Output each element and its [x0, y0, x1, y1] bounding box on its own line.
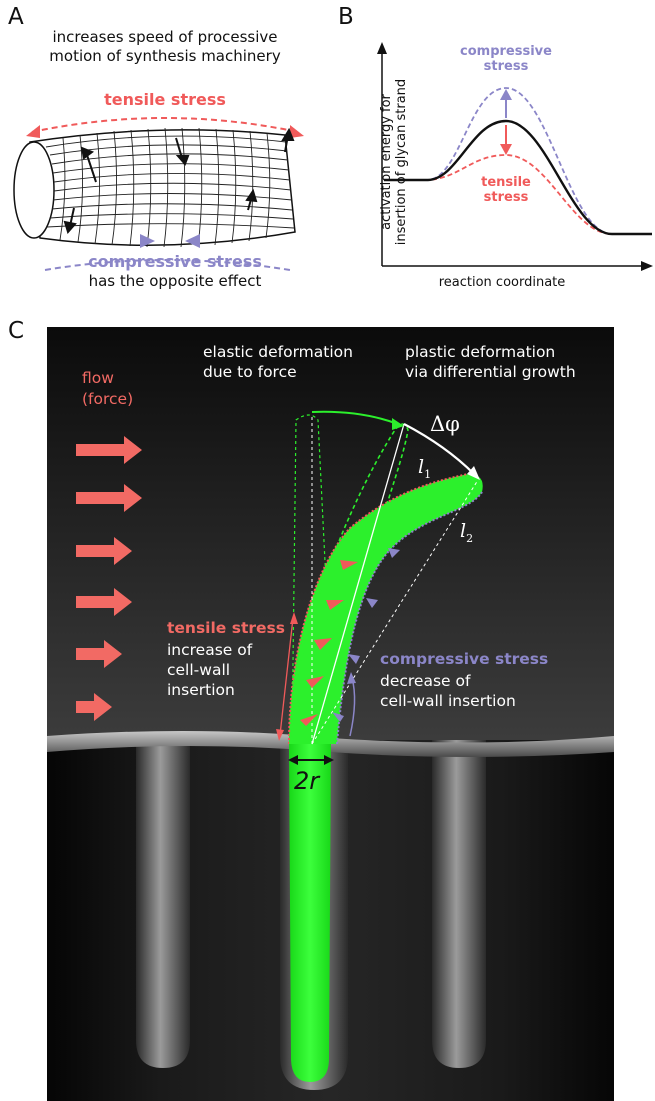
- panel-c-flow-line1: flow: [82, 369, 114, 387]
- panel-c-l1-label: l1: [418, 456, 431, 481]
- panel-c-tensile-desc-line1: increase of: [167, 641, 253, 659]
- panel-c-compressive-desc-line1: decrease of: [380, 672, 471, 690]
- panel-b-tensile-line1: tensile: [481, 175, 531, 190]
- panel-c-tensile-description: increase of cell-wall insertion: [167, 640, 252, 700]
- panel-c-flow-label: flow (force): [82, 368, 133, 410]
- panel-c-elastic-line2: due to force: [203, 363, 297, 381]
- panel-a-caption-bottom: has the opposite effect: [88, 272, 262, 290]
- panel-c-delta-phi: Δφ: [430, 412, 460, 436]
- panel-c-l2-label: l2: [460, 520, 473, 545]
- panel-b-tensile-line2: stress: [483, 190, 529, 205]
- panel-b-compressive-label: compressive stress: [446, 44, 566, 74]
- panel-c-plastic-line1: plastic deformation: [405, 343, 556, 361]
- panel-c-tensile-desc-line3: insertion: [167, 681, 235, 699]
- panel-b-compressive-line2: stress: [483, 59, 529, 74]
- panel-a-letter: A: [8, 4, 24, 30]
- panel-c-flow-line2: (force): [82, 390, 134, 408]
- panel-c-l2-subscript: 2: [466, 531, 474, 545]
- panel-b-letter: B: [338, 4, 354, 30]
- panel-c-elastic-label: elastic deformation due to force: [203, 342, 353, 382]
- panel-c-l2-symbol: l: [460, 520, 467, 542]
- panel-c-letter: C: [8, 318, 25, 344]
- panel-c-plastic-line2: via differential growth: [405, 363, 576, 381]
- panel-c-tensile-title: tensile stress: [167, 619, 285, 637]
- panel-b-x-axis-label: reaction coordinate: [438, 275, 566, 290]
- panel-c-compressive-desc-line2: cell-wall insertion: [380, 692, 516, 710]
- panel-c-tensile-desc-line2: cell-wall: [167, 661, 231, 679]
- panel-c-elastic-line1: elastic deformation: [203, 343, 353, 361]
- panel-b-tensile-label: tensile stress: [456, 175, 556, 205]
- panel-a-caption-top: increases speed of processive motion of …: [20, 28, 310, 66]
- panel-c-compressive-description: decrease of cell-wall insertion: [380, 671, 516, 711]
- panel-a-tensile-label: tensile stress: [104, 90, 226, 109]
- panel-c-compressive-title: compressive stress: [380, 650, 549, 668]
- panel-c-l1-symbol: l: [418, 456, 425, 478]
- panel-c-diameter-label: 2r: [294, 767, 320, 795]
- panel-c-l1-subscript: 1: [424, 467, 432, 481]
- panel-a-compressive-label: compressive stress: [88, 252, 262, 271]
- panel-c-plastic-label: plastic deformation via differential gro…: [405, 342, 576, 382]
- panel-b-compressive-line1: compressive: [460, 44, 552, 59]
- panel-a-caption-top-line2: motion of synthesis machinery: [49, 47, 281, 65]
- panel-a-caption-top-line1: increases speed of processive: [52, 28, 278, 46]
